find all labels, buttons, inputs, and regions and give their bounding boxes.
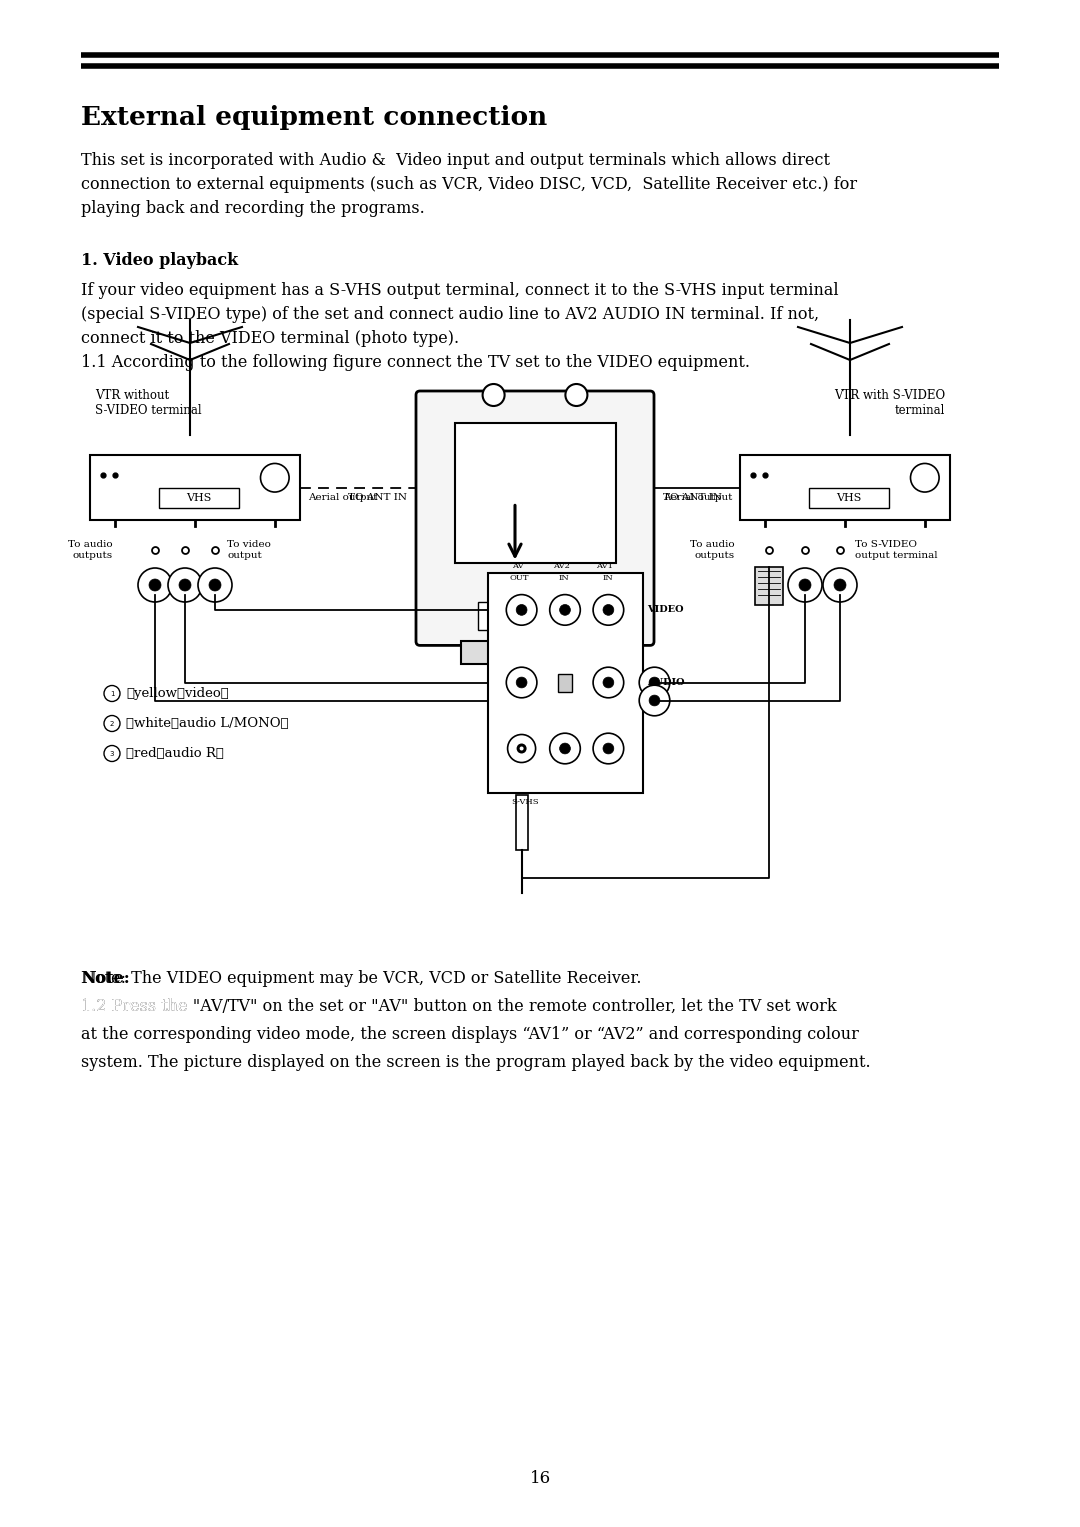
Text: 2: 2 <box>110 721 114 727</box>
Circle shape <box>198 568 232 602</box>
Text: 3: 3 <box>110 750 114 756</box>
Circle shape <box>788 568 822 602</box>
Bar <box>809 487 889 508</box>
Bar <box>455 423 616 563</box>
Text: External equipment connection: External equipment connection <box>81 105 548 130</box>
Bar <box>461 641 609 664</box>
Circle shape <box>104 686 120 701</box>
Circle shape <box>104 716 120 731</box>
Text: OUT: OUT <box>510 574 529 582</box>
Circle shape <box>603 744 613 754</box>
Circle shape <box>519 747 524 750</box>
Circle shape <box>210 579 221 591</box>
Text: Aerial output: Aerial output <box>663 493 732 501</box>
Text: 16: 16 <box>529 1471 551 1487</box>
Text: ⓨyellow（video）: ⓨyellow（video） <box>126 687 229 699</box>
Text: 1.2 Press the: 1.2 Press the <box>81 999 192 1015</box>
Circle shape <box>516 605 527 615</box>
Circle shape <box>550 594 580 625</box>
Text: TO ANT IN: TO ANT IN <box>663 493 723 501</box>
Circle shape <box>603 676 613 687</box>
Circle shape <box>559 744 570 754</box>
Circle shape <box>104 745 120 762</box>
Circle shape <box>516 744 527 753</box>
Text: AV: AV <box>512 562 523 571</box>
Text: S-VHS: S-VHS <box>511 799 538 806</box>
Text: ⓦwhite（audio L/MONO）: ⓦwhite（audio L/MONO） <box>126 718 288 730</box>
Bar <box>740 455 950 521</box>
Bar <box>90 455 300 521</box>
Circle shape <box>834 579 846 591</box>
Circle shape <box>138 568 172 602</box>
Circle shape <box>593 667 624 698</box>
Text: If your video equipment has a S-VHS output terminal, connect it to the S-VHS inp: If your video equipment has a S-VHS outp… <box>81 282 839 371</box>
Circle shape <box>593 733 624 764</box>
Text: 1: 1 <box>110 690 114 696</box>
Circle shape <box>566 383 588 406</box>
Circle shape <box>149 579 161 591</box>
Text: Aerial output: Aerial output <box>308 493 377 501</box>
Circle shape <box>593 594 624 625</box>
Circle shape <box>649 695 660 705</box>
Text: IN: IN <box>559 574 570 582</box>
Bar <box>487 573 643 793</box>
Circle shape <box>550 733 580 764</box>
Bar <box>755 567 783 605</box>
FancyBboxPatch shape <box>416 391 654 646</box>
Circle shape <box>508 734 536 762</box>
Circle shape <box>483 383 504 406</box>
Text: VIDEO: VIDEO <box>648 605 684 614</box>
Text: Note: The VIDEO equipment may be VCR, VCD or Satellite Receiver.: Note: The VIDEO equipment may be VCR, VC… <box>81 970 642 986</box>
Circle shape <box>603 605 613 615</box>
Circle shape <box>649 676 660 687</box>
Circle shape <box>799 579 811 591</box>
Circle shape <box>639 686 670 716</box>
Text: To audio
outputs: To audio outputs <box>68 541 113 560</box>
Text: VTR with S-VIDEO
terminal: VTR with S-VIDEO terminal <box>834 389 945 417</box>
Bar <box>558 673 572 692</box>
Circle shape <box>559 605 570 615</box>
Text: This set is incorporated with Audio &  Video input and output terminals which al: This set is incorporated with Audio & Vi… <box>81 153 858 217</box>
Text: AV2: AV2 <box>553 562 570 571</box>
Text: AV1: AV1 <box>596 562 613 571</box>
Text: ⓡred（audio R）: ⓡred（audio R） <box>126 747 224 760</box>
Text: AUDIO: AUDIO <box>648 678 685 687</box>
Text: TO ANT IN: TO ANT IN <box>348 493 407 501</box>
Bar <box>477 602 593 631</box>
Circle shape <box>179 579 191 591</box>
Text: 1. Video playback: 1. Video playback <box>81 252 238 269</box>
Circle shape <box>639 667 670 698</box>
Text: VHS: VHS <box>837 493 862 502</box>
Text: To S-VIDEO
output terminal: To S-VIDEO output terminal <box>855 541 937 560</box>
Bar <box>160 487 239 508</box>
Text: VHS: VHS <box>187 493 212 502</box>
Circle shape <box>168 568 202 602</box>
Text: To audio
outputs: To audio outputs <box>690 541 735 560</box>
Circle shape <box>507 667 537 698</box>
Text: VTR without
S-VIDEO terminal: VTR without S-VIDEO terminal <box>95 389 202 417</box>
Circle shape <box>516 676 527 687</box>
Text: system. The picture displayed on the screen is the program played back by the vi: system. The picture displayed on the scr… <box>81 1054 870 1070</box>
Circle shape <box>507 594 537 625</box>
Text: IN: IN <box>603 574 613 582</box>
Bar <box>515 794 528 849</box>
Text: at the corresponding video mode, the screen displays “AV1” or “AV2” and correspo: at the corresponding video mode, the scr… <box>81 1026 859 1043</box>
Text: 1.2 Press the "AV/TV" on the set or "AV" button on the remote controller, let th: 1.2 Press the "AV/TV" on the set or "AV"… <box>81 999 837 1015</box>
Text: To video
output: To video output <box>227 541 271 560</box>
Text: Note:: Note: <box>81 970 130 986</box>
Circle shape <box>823 568 858 602</box>
